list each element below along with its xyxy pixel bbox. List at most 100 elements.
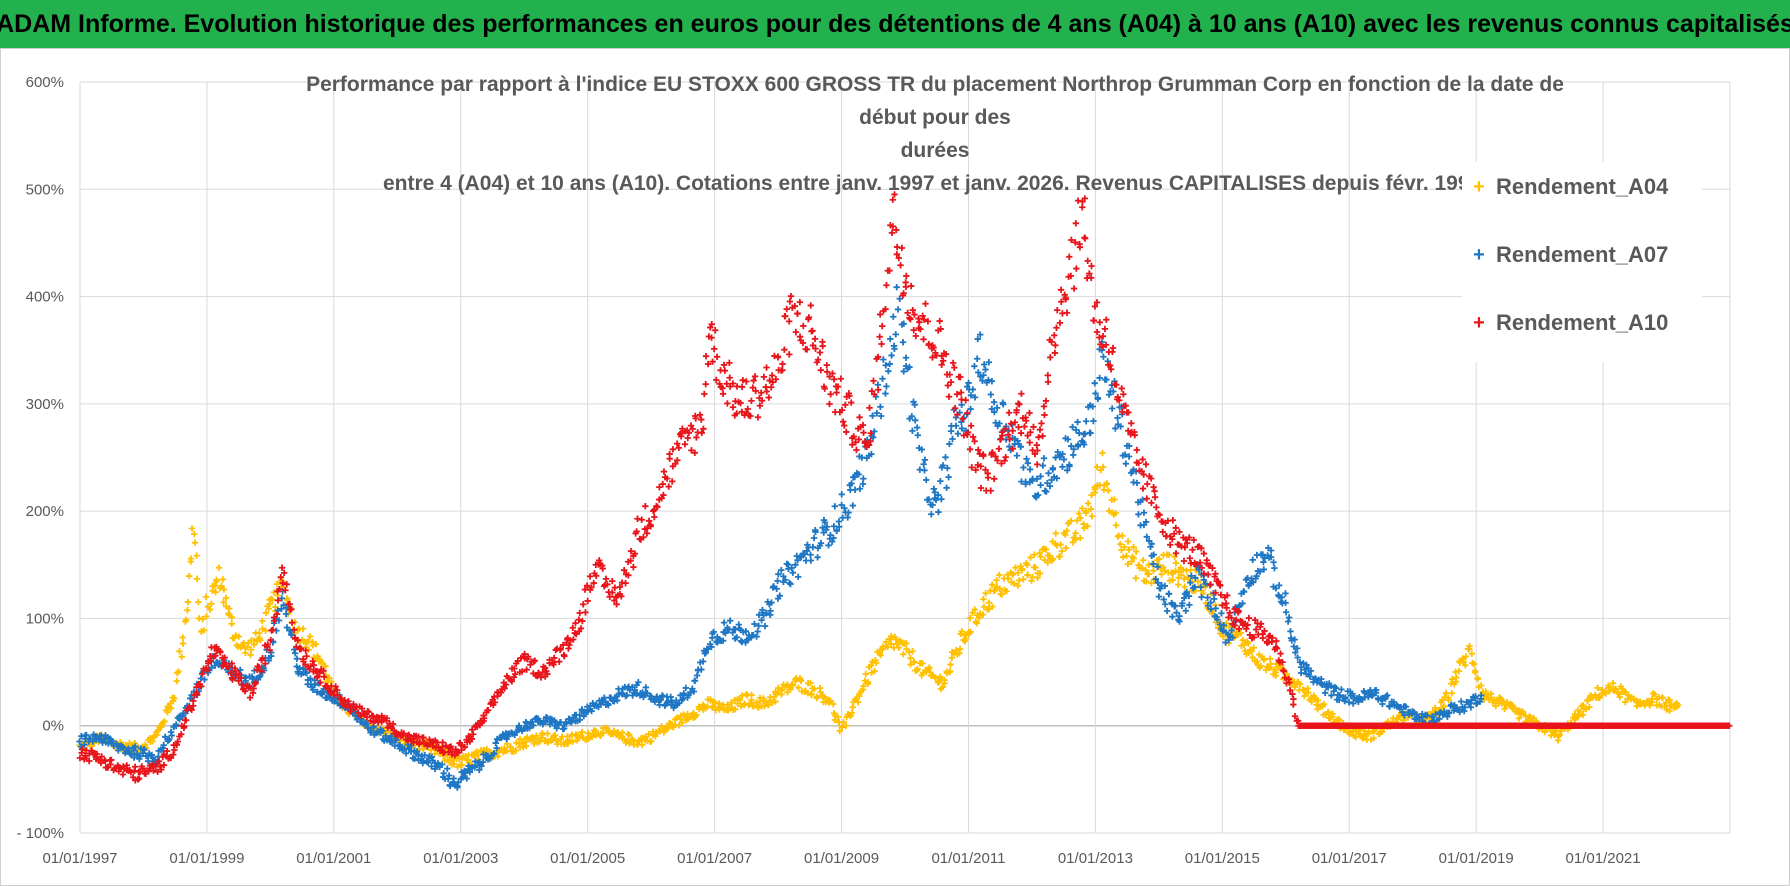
data-point xyxy=(1080,520,1087,528)
data-point xyxy=(1140,509,1148,516)
data-point xyxy=(1122,402,1129,409)
data-point xyxy=(1120,391,1127,398)
data-point xyxy=(588,707,595,715)
data-point xyxy=(946,371,953,378)
data-point xyxy=(724,400,731,407)
data-point xyxy=(658,495,665,502)
data-point xyxy=(787,686,794,693)
data-point xyxy=(463,775,470,782)
data-point xyxy=(438,761,446,768)
data-point xyxy=(84,739,91,746)
data-point xyxy=(935,508,942,516)
data-point xyxy=(1186,555,1194,562)
data-point xyxy=(232,632,239,639)
data-point xyxy=(1099,333,1107,340)
data-point xyxy=(907,661,914,668)
data-point xyxy=(317,679,324,686)
data-point xyxy=(931,489,939,496)
data-point xyxy=(530,722,537,729)
data-point xyxy=(1210,595,1218,603)
data-point xyxy=(908,413,915,420)
data-point xyxy=(957,389,965,396)
data-point xyxy=(998,591,1006,598)
data-point xyxy=(987,391,995,398)
data-point xyxy=(1103,480,1111,487)
data-point xyxy=(1282,599,1289,606)
data-point xyxy=(599,565,606,572)
data-point xyxy=(1282,590,1289,597)
data-point xyxy=(1251,616,1259,624)
data-point xyxy=(1235,625,1243,633)
data-point xyxy=(1432,711,1439,718)
data-point xyxy=(708,321,715,328)
data-point xyxy=(807,551,814,558)
data-point xyxy=(176,648,183,655)
data-point xyxy=(546,721,554,728)
data-point xyxy=(1249,654,1256,661)
data-point xyxy=(493,744,500,752)
data-point xyxy=(1052,342,1059,349)
data-point xyxy=(497,689,505,696)
data-point xyxy=(1312,675,1319,682)
data-point xyxy=(669,446,677,453)
data-point xyxy=(177,731,185,738)
data-point xyxy=(1349,690,1356,698)
data-point xyxy=(914,665,921,673)
data-point xyxy=(1155,593,1163,600)
data-point xyxy=(1077,514,1084,522)
data-point xyxy=(193,575,201,583)
y-tick-label: 500% xyxy=(26,181,64,198)
data-point xyxy=(1026,466,1034,473)
data-point xyxy=(684,434,691,442)
data-point xyxy=(1033,441,1040,449)
data-point xyxy=(919,660,926,667)
data-point xyxy=(347,708,354,715)
data-point xyxy=(1091,303,1099,310)
data-point xyxy=(971,362,978,370)
data-point xyxy=(1471,660,1478,668)
data-point xyxy=(910,326,917,334)
data-point xyxy=(964,409,971,417)
data-point xyxy=(1110,388,1117,395)
data-point xyxy=(1342,694,1349,701)
data-point xyxy=(940,357,947,364)
data-point xyxy=(627,548,635,555)
data-point xyxy=(1072,426,1080,434)
data-point xyxy=(883,282,890,289)
data-point xyxy=(161,718,168,725)
data-point xyxy=(186,572,193,580)
data-point xyxy=(119,771,127,778)
data-point xyxy=(952,422,960,429)
data-point xyxy=(618,593,625,600)
data-point xyxy=(1150,560,1157,568)
data-point xyxy=(862,670,870,678)
data-point xyxy=(984,474,992,481)
data-point xyxy=(1090,317,1098,324)
data-point xyxy=(909,306,916,314)
data-point xyxy=(1091,489,1099,496)
data-point xyxy=(675,444,683,452)
data-point xyxy=(875,386,882,393)
data-point xyxy=(1370,735,1377,742)
x-tick-label: 01/01/2017 xyxy=(1312,850,1387,867)
data-point xyxy=(973,619,981,627)
data-point xyxy=(1183,539,1191,547)
data-point xyxy=(882,362,889,369)
data-point xyxy=(869,412,876,419)
x-tick-label: 01/01/2009 xyxy=(804,850,879,867)
data-point xyxy=(1093,299,1101,306)
data-point xyxy=(614,697,621,704)
data-point xyxy=(1003,588,1010,595)
data-point xyxy=(851,473,858,481)
data-point xyxy=(259,654,266,662)
data-point xyxy=(466,768,474,776)
data-point xyxy=(833,389,840,396)
data-point xyxy=(1125,453,1133,460)
data-point xyxy=(830,700,837,708)
data-point xyxy=(772,376,780,383)
data-point xyxy=(454,749,462,757)
data-point xyxy=(1207,581,1214,588)
data-point xyxy=(722,629,729,637)
x-tick-label: 01/01/2011 xyxy=(931,850,1005,867)
data-point xyxy=(622,579,629,587)
